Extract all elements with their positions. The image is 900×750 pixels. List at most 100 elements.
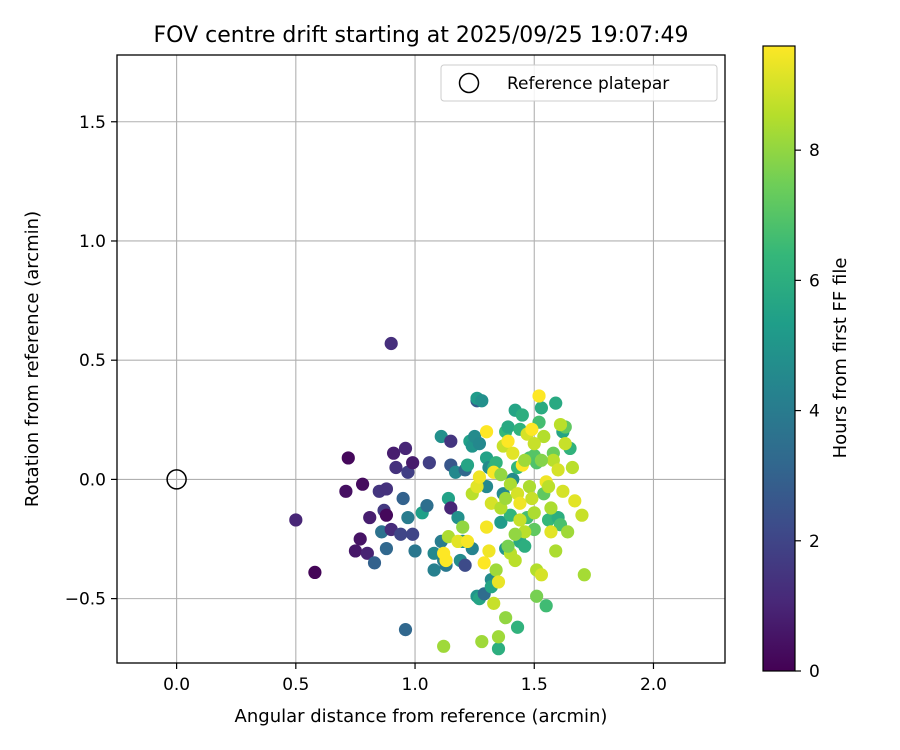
data-point: [427, 563, 441, 577]
data-point: [575, 508, 589, 522]
legend: Reference platepar: [440, 64, 718, 102]
data-point: [406, 527, 420, 541]
data-point: [341, 451, 355, 465]
data-point: [437, 546, 451, 560]
data-point: [534, 453, 549, 467]
data-point: [479, 479, 494, 494]
data-point: [508, 527, 522, 541]
data-point: [541, 479, 556, 494]
data-point: [353, 532, 367, 546]
data-point: [551, 463, 565, 477]
data-point: [355, 477, 370, 491]
data-point: [534, 401, 549, 415]
data-point: [518, 539, 532, 553]
data-point: [348, 544, 363, 558]
data-point: [501, 434, 515, 448]
data-point: [537, 429, 551, 444]
data-point: [475, 394, 489, 408]
data-point: [515, 408, 529, 422]
data-point: [396, 491, 410, 506]
data-point: [491, 630, 506, 644]
data-point: [544, 501, 558, 515]
data-point: [544, 525, 558, 539]
colorbar-tick-label: 8: [809, 141, 820, 161]
plot-frame: [116, 54, 726, 664]
data-point: [530, 589, 544, 603]
data-point: [482, 544, 496, 558]
data-point: [513, 513, 527, 527]
x-tick-label: 1.5: [521, 675, 548, 695]
data-point: [401, 510, 415, 525]
colorbar-ticks: 0 2 4 6 8: [795, 141, 820, 682]
data-point: [568, 494, 582, 508]
plot-area: [117, 55, 725, 663]
legend-label: Reference platepar: [507, 74, 669, 94]
data-point: [472, 470, 487, 484]
legend-marker: [458, 72, 480, 94]
data-point: [494, 468, 508, 482]
data-point: [398, 441, 413, 456]
data-point: [522, 479, 537, 494]
y-tick-label: 1.0: [79, 232, 106, 252]
data-point: [386, 446, 401, 460]
data-point: [503, 477, 518, 491]
data-points: [289, 336, 591, 656]
data-point: [289, 513, 303, 527]
data-point: [444, 434, 458, 448]
x-tick-label: 0.5: [282, 675, 309, 695]
grid-lines: [117, 55, 725, 663]
data-point: [456, 520, 470, 534]
data-point: [549, 396, 563, 410]
data-point: [458, 558, 472, 572]
data-point: [525, 491, 539, 506]
data-point: [451, 534, 465, 549]
data-point: [363, 510, 377, 525]
data-point: [444, 501, 458, 515]
data-point: [394, 527, 408, 541]
data-point: [549, 544, 563, 558]
y-axis-label: Rotation from reference (arcmin): [22, 211, 43, 507]
x-tick-label: 1.0: [402, 675, 429, 695]
data-point: [427, 546, 441, 560]
data-point: [491, 642, 506, 656]
x-tick-label: 0.0: [163, 675, 190, 695]
data-point: [422, 456, 436, 470]
legend-box: [440, 64, 718, 102]
data-point: [532, 389, 546, 403]
data-point: [472, 437, 487, 451]
y-tick-label: 0.5: [79, 351, 106, 371]
colorbar: [762, 45, 796, 672]
data-point: [558, 437, 572, 451]
colorbar-label: Hours from first FF file: [830, 258, 851, 459]
data-point: [389, 460, 403, 475]
y-tick-label: 1.5: [79, 113, 106, 133]
data-point: [398, 623, 413, 637]
data-point: [510, 620, 525, 634]
chart-title: FOV centre drift starting at 2025/09/25 …: [154, 23, 689, 48]
data-point: [518, 453, 532, 467]
x-ticks: 0.0 0.5 1.0 1.5 2.0: [163, 663, 667, 695]
data-point: [406, 456, 420, 470]
data-point: [501, 539, 515, 553]
data-point: [379, 508, 394, 522]
y-ticks: −0.5 0.0 0.5 1.0 1.5: [65, 113, 117, 610]
colorbar-tick-label: 0: [809, 662, 820, 682]
y-tick-label: 0.0: [79, 470, 106, 490]
data-point: [308, 565, 322, 579]
data-point: [506, 446, 520, 460]
data-point: [527, 437, 541, 451]
data-point: [561, 525, 575, 539]
data-point: [460, 458, 475, 472]
x-tick-label: 2.0: [640, 675, 667, 695]
data-point: [477, 556, 491, 570]
data-point: [367, 556, 382, 570]
data-point: [553, 417, 568, 432]
data-point: [491, 575, 506, 589]
data-point: [460, 534, 475, 549]
data-point: [534, 568, 549, 582]
data-point: [479, 425, 494, 439]
y-tick-label: −0.5: [65, 590, 106, 610]
data-point: [489, 563, 503, 577]
data-point: [379, 541, 394, 556]
data-point: [501, 420, 515, 434]
